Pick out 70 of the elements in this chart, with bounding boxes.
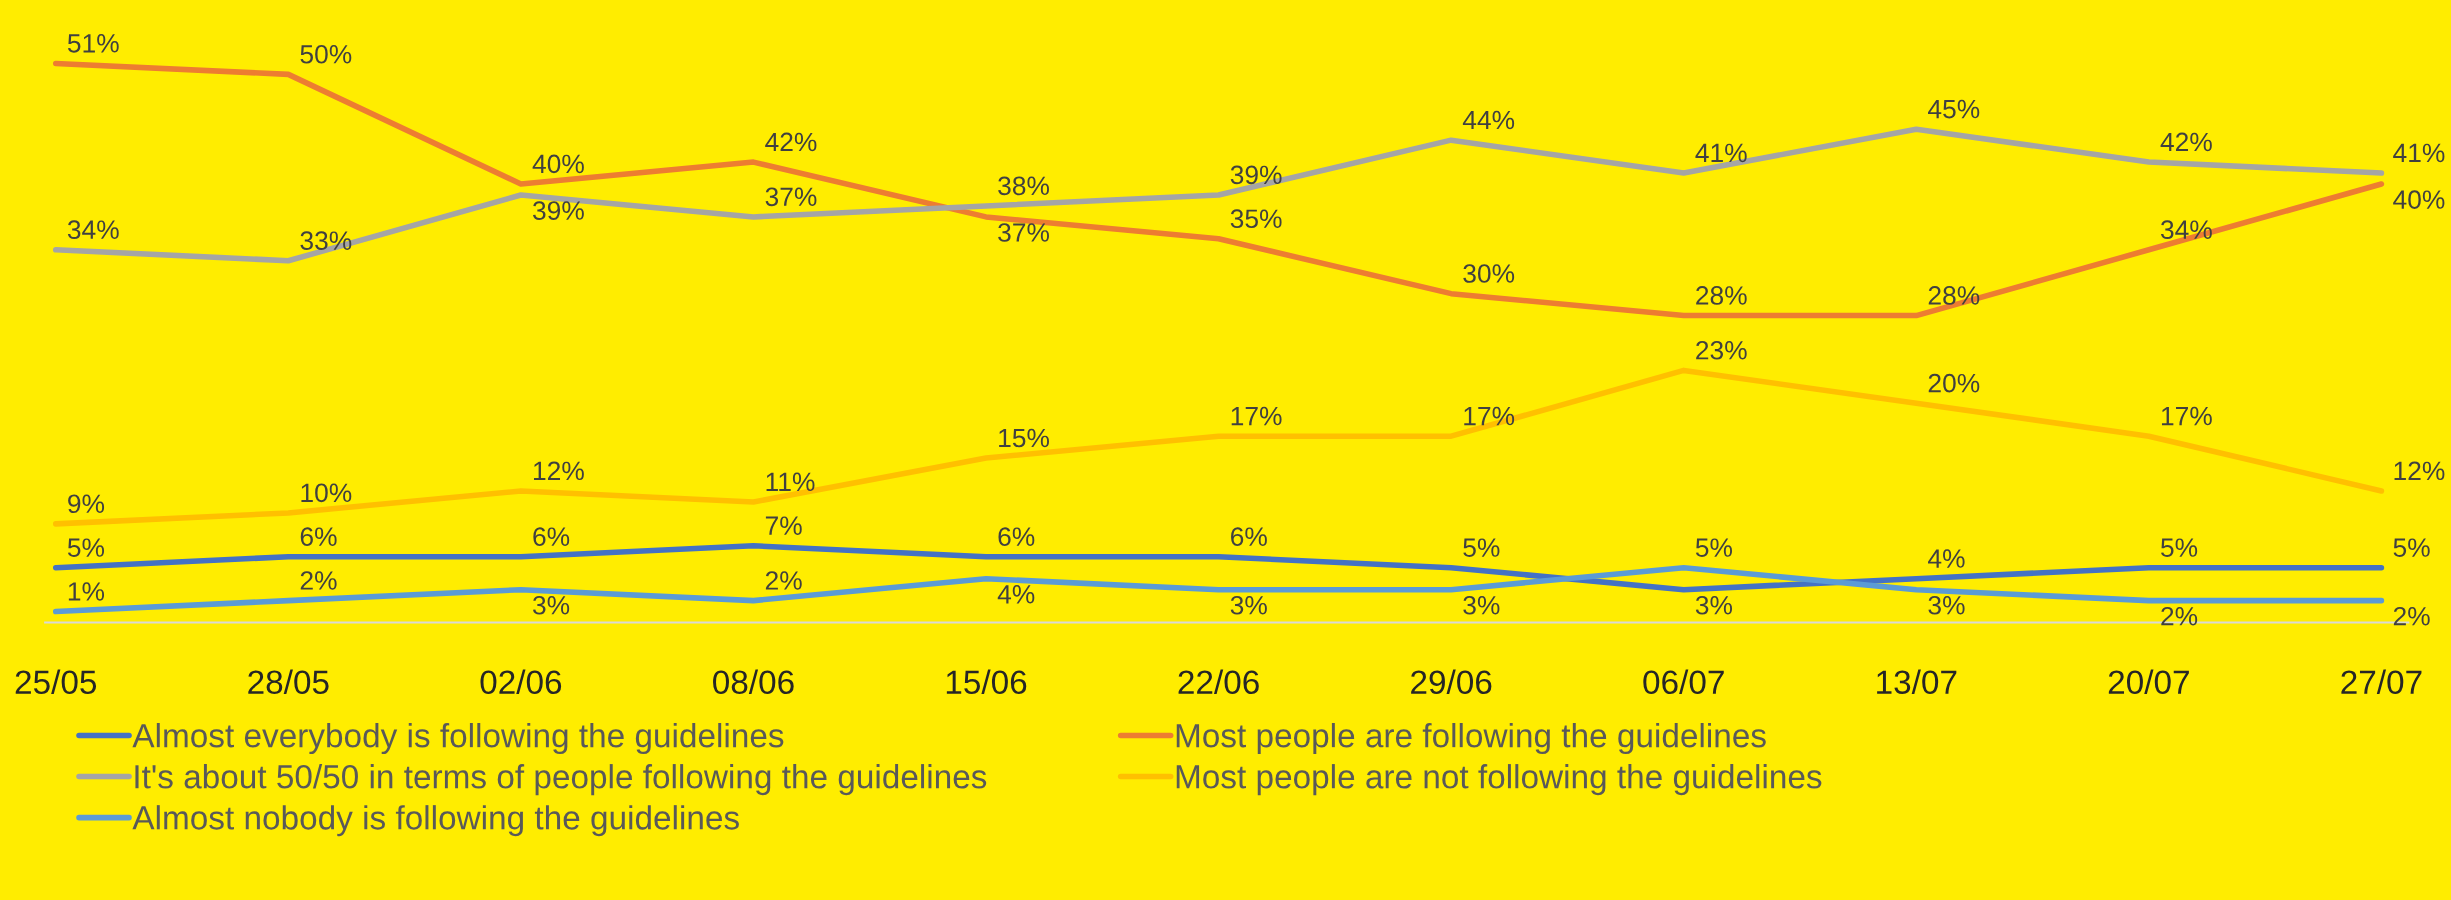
data-label: 45% xyxy=(1928,99,1980,119)
data-label: 37% xyxy=(765,187,817,207)
x-tick-label: 08/06 xyxy=(713,669,794,695)
data-label: 5% xyxy=(1463,538,1500,557)
data-label: 4% xyxy=(1928,549,1965,568)
x-tick-label: 20/07 xyxy=(2108,669,2189,695)
data-label: 34% xyxy=(67,220,119,240)
legend-label: It's about 50/50 in terms of people following the guidelines xyxy=(135,764,987,796)
data-label: 3% xyxy=(1695,595,1733,615)
data-label: 38% xyxy=(998,176,1050,196)
data-label: 6% xyxy=(1231,527,1267,546)
x-tick-label: 27/07 xyxy=(2341,669,2422,695)
data-label: 41% xyxy=(1695,143,1747,163)
data-label: 6% xyxy=(998,527,1035,546)
data-label: 17% xyxy=(2161,406,2212,426)
data-label: 41% xyxy=(2393,143,2445,163)
x-tick-label: 06/07 xyxy=(1643,669,1724,695)
data-label: 2% xyxy=(2393,606,2430,626)
data-label: 20% xyxy=(1928,373,1980,393)
data-label: 5% xyxy=(2161,538,2198,557)
data-label: 3% xyxy=(1928,595,1965,615)
data-label: 12% xyxy=(534,461,584,481)
legend-label: Almost everybody is following the guidelines xyxy=(132,723,784,755)
data-label: 17% xyxy=(1464,406,1515,426)
data-label: 3% xyxy=(533,595,570,615)
data-label: 17% xyxy=(1231,406,1282,426)
data-label: 15% xyxy=(999,428,1050,448)
data-label: 7% xyxy=(765,516,802,535)
data-label: 42% xyxy=(765,132,817,152)
data-label: 23% xyxy=(1696,340,1747,360)
data-label: 28% xyxy=(1928,286,1980,305)
data-label: 10% xyxy=(301,483,352,503)
data-label: 42% xyxy=(2160,132,2212,152)
legend-label: Most people are not following the guidelines xyxy=(1176,764,1822,796)
data-label: 2% xyxy=(765,571,802,590)
data-label: 3% xyxy=(1230,595,1267,615)
legend-label: Almost nobody is following the guidelines xyxy=(132,805,739,837)
x-tick-label: 29/06 xyxy=(1411,669,1492,695)
data-label: 11% xyxy=(766,472,815,492)
data-label: 1% xyxy=(68,582,105,601)
x-tick-label: 28/05 xyxy=(248,669,329,695)
x-tick-label: 22/06 xyxy=(1178,669,1259,695)
data-label: 40% xyxy=(532,154,584,174)
data-label: 6% xyxy=(300,527,337,546)
x-tick-label: 25/05 xyxy=(15,669,97,695)
data-label: 51% xyxy=(67,34,119,53)
data-label: 39% xyxy=(1230,165,1282,185)
legend-label: Most people are following the guidelines xyxy=(1176,723,1766,755)
data-label: 2% xyxy=(300,571,337,590)
data-label: 5% xyxy=(1695,538,1733,557)
data-label: 40% xyxy=(2393,190,2445,209)
x-tick-label: 13/07 xyxy=(1877,669,1957,695)
data-label: 3% xyxy=(1463,595,1500,615)
data-label: 50% xyxy=(300,44,352,64)
data-label: 28% xyxy=(1696,286,1747,305)
data-label: 6% xyxy=(533,527,570,546)
data-label: 37% xyxy=(998,223,1050,242)
data-label: 9% xyxy=(68,494,105,514)
data-label: 12% xyxy=(2394,461,2445,481)
data-label: 35% xyxy=(1230,209,1282,229)
data-label: 30% xyxy=(1463,264,1515,283)
data-label: 44% xyxy=(1462,110,1515,130)
data-label: 5% xyxy=(67,538,105,557)
x-tick-label: 15/06 xyxy=(946,669,1027,695)
data-label: 33% xyxy=(300,231,352,250)
data-label: 34% xyxy=(2160,220,2212,240)
data-label: 4% xyxy=(997,585,1035,604)
data-label: 5% xyxy=(2393,538,2430,557)
data-label: 39% xyxy=(533,201,584,220)
x-tick-label: 02/06 xyxy=(480,669,562,695)
